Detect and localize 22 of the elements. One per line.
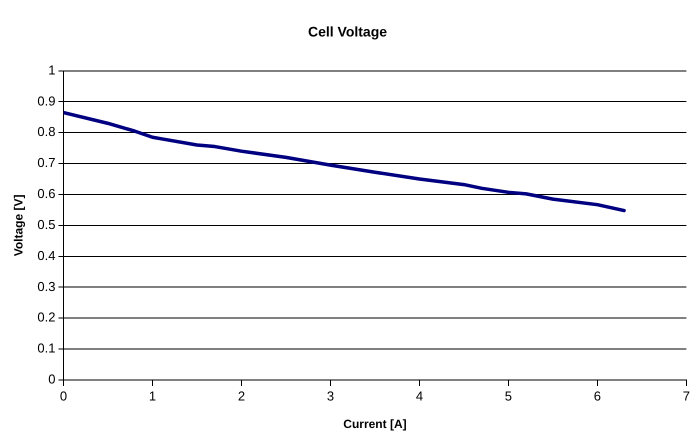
y-tick-label: 0.6 <box>37 186 56 202</box>
x-tick-label: 3 <box>326 388 334 404</box>
x-axis-title: Current [A] <box>343 417 407 432</box>
y-tick-label: 0.7 <box>37 155 56 170</box>
y-tick-label: 0.9 <box>37 93 56 108</box>
x-tick-label: 4 <box>416 388 424 404</box>
chart-title: Cell Voltage <box>308 23 388 40</box>
x-tick-label: 2 <box>238 388 246 404</box>
y-tick-label: 0.2 <box>37 310 56 325</box>
y-tick-label: 0.8 <box>37 124 56 140</box>
y-tick-label: 0 <box>48 372 56 387</box>
x-tick-label: 0 <box>60 388 68 404</box>
y-axis-title: Voltage [V] <box>12 194 26 256</box>
x-tick-label: 5 <box>504 388 512 404</box>
y-tick-label: 0.3 <box>37 278 56 294</box>
x-tick-label: 6 <box>594 388 602 404</box>
y-tick-label: 0.4 <box>37 248 56 263</box>
y-tick-label: 0.1 <box>37 340 56 356</box>
y-tick-label: 1 <box>48 62 56 78</box>
y-tick-label: 0.5 <box>37 216 56 232</box>
x-tick-label: 1 <box>148 388 156 404</box>
x-tick-label: 7 <box>682 388 690 404</box>
